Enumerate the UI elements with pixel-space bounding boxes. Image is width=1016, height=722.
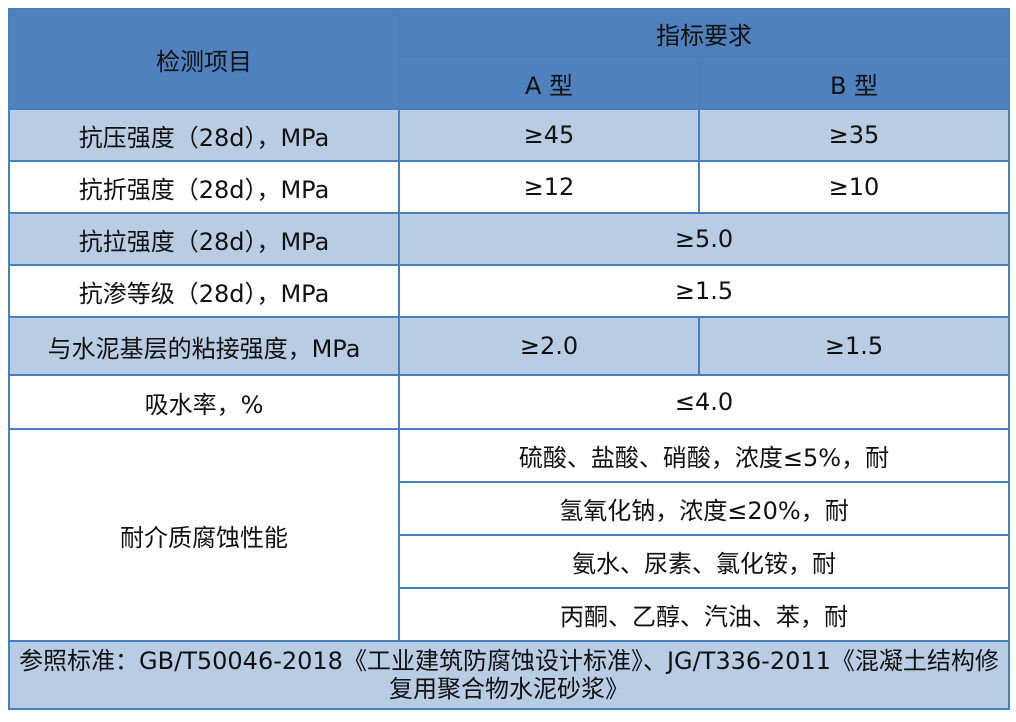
row-value-b: ≥35 [698, 108, 1010, 162]
corrosion-row: 氢氧化钠，浓度≤20%，耐 [9, 481, 1010, 536]
row-item: 抗压强度（28d），MPa [8, 108, 400, 162]
row-item: 吸水率，% [8, 374, 400, 430]
corrosion-value: 氢氧化钠，浓度≤20%，耐 [398, 481, 1010, 536]
row-item: 抗折强度（28d），MPa [8, 160, 400, 214]
table-row: 与水泥基层的粘接强度，MPa ≥2.0 ≥1.5 [8, 316, 1010, 376]
corrosion-value: 硫酸、盐酸、硝酸，浓度≤5%，耐 [398, 428, 1010, 483]
reference-note: 参照标准：GB/T50046-2018《工业建筑防腐蚀设计标准》、JG/T336… [8, 640, 1010, 710]
corrosion-row: 丙酮、乙醇、汽油、苯，耐 [9, 587, 1010, 642]
row-value-a: ≥12 [398, 160, 700, 214]
row-value-a: ≥2.0 [398, 316, 700, 376]
header-row-1: 检测项目 指标要求 [8, 8, 1010, 110]
row-item: 抗拉强度（28d），MPa [8, 212, 400, 266]
corrosion-row: 氨水、尿素、氯化铵，耐 [9, 534, 1010, 589]
header-row-2: A 型 B 型 [9, 56, 1010, 110]
row-item: 与水泥基层的粘接强度，MPa [8, 316, 400, 376]
row-value: ≥1.5 [398, 264, 1010, 318]
row-item: 抗渗等级（28d），MPa [8, 264, 400, 318]
row-value: ≤4.0 [398, 374, 1010, 430]
row-value-b: ≥1.5 [698, 316, 1010, 376]
corrosion-value: 丙酮、乙醇、汽油、苯，耐 [398, 587, 1010, 642]
table-row: 吸水率，% ≤4.0 [8, 374, 1010, 430]
row-value-a: ≥45 [398, 108, 700, 162]
table-row: 抗压强度（28d），MPa ≥45 ≥35 [8, 108, 1010, 162]
corrosion-item: 耐介质腐蚀性能 [8, 428, 400, 642]
corrosion-row: 耐介质腐蚀性能 硫酸、盐酸、硝酸，浓度≤5%，耐 [8, 428, 1010, 642]
note-row: 参照标准：GB/T50046-2018《工业建筑防腐蚀设计标准》、JG/T336… [8, 640, 1010, 710]
row-value-b: ≥10 [698, 160, 1010, 214]
row-value: ≥5.0 [398, 212, 1010, 266]
header-type-a: A 型 [398, 56, 700, 110]
table-row: 抗折强度（28d），MPa ≥12 ≥10 [8, 160, 1010, 214]
corrosion-value: 氨水、尿素、氯化铵，耐 [398, 534, 1010, 589]
header-item: 检测项目 [8, 8, 400, 110]
table-row: 抗渗等级（28d），MPa ≥1.5 [8, 264, 1010, 318]
spec-table: 检测项目 指标要求 A 型 B 型 抗压强度（28d），MPa ≥45 ≥35 … [8, 8, 1010, 710]
table-row: 抗拉强度（28d），MPa ≥5.0 [8, 212, 1010, 266]
header-spec: 指标要求 [398, 8, 1010, 58]
header-type-b: B 型 [698, 56, 1010, 110]
